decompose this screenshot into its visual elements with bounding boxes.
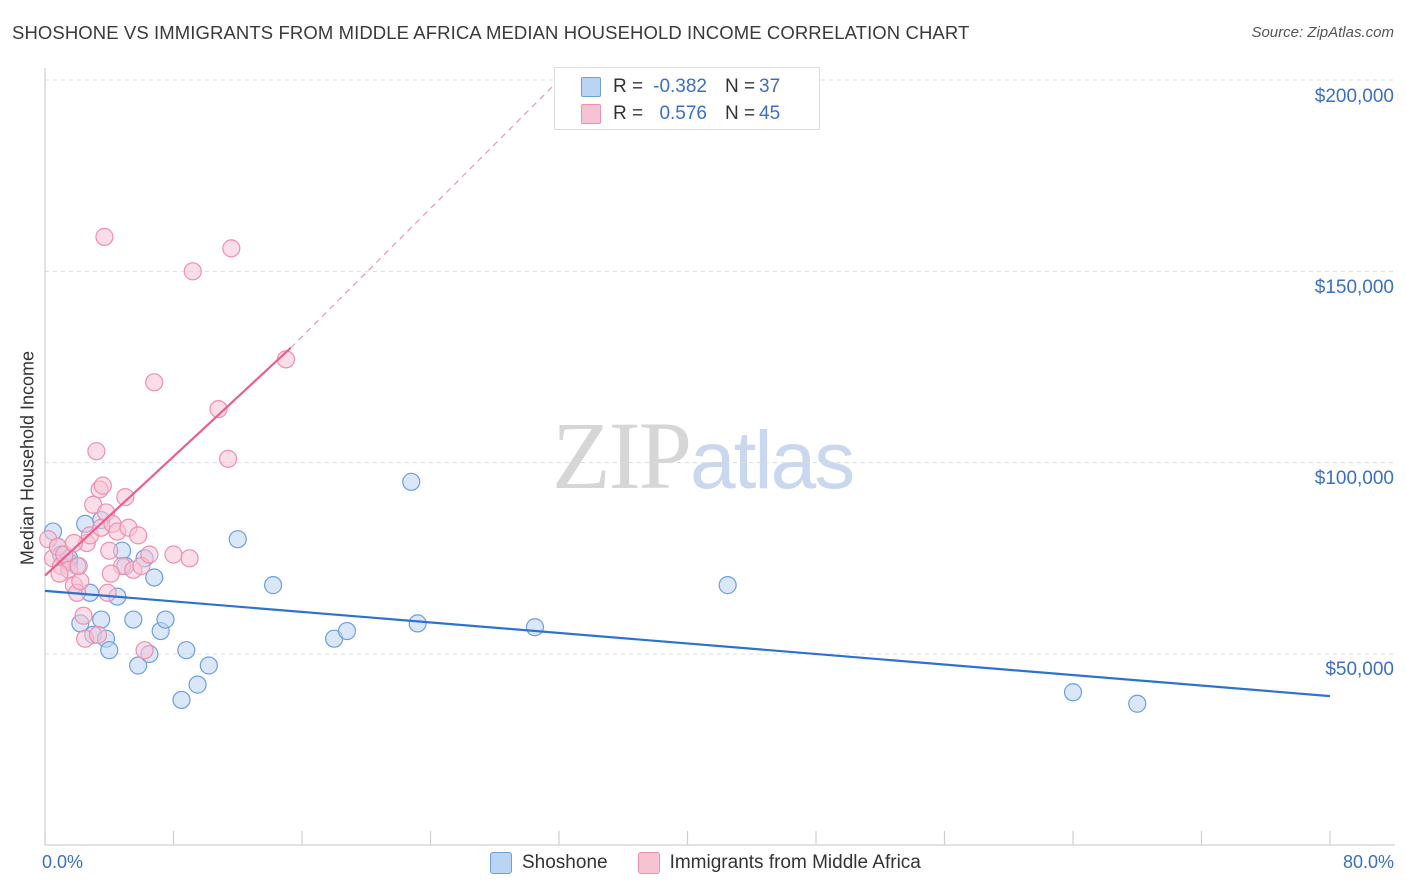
shoshone-point <box>100 641 119 660</box>
legend-n-label: N = <box>725 76 756 97</box>
middle-africa-point <box>69 556 88 576</box>
x-tick-min: 0.0% <box>42 852 84 872</box>
watermark-atlas: atlas <box>690 415 855 506</box>
shoshone-point <box>337 621 357 641</box>
middle-africa-point <box>100 541 119 560</box>
middle-africa-point <box>129 526 148 545</box>
legend-swatch-shoshone <box>581 77 601 97</box>
middle-africa-point <box>135 641 154 660</box>
chart-title: SHOSHONE VS IMMIGRANTS FROM MIDDLE AFRIC… <box>12 22 970 43</box>
middle-africa-point <box>219 449 238 468</box>
shoshone-trend-line <box>44 589 1331 698</box>
shoshone-point <box>156 610 175 629</box>
shoshone-point <box>92 610 111 629</box>
shoshone-point <box>1128 694 1147 713</box>
middle-africa-point <box>98 583 117 602</box>
legend-row-shoshone: R = -0.382 N = 37 <box>581 75 780 99</box>
legend-r-value: 0.576 <box>659 103 707 124</box>
shoshone-point <box>172 690 191 710</box>
middle-africa-point <box>164 545 183 564</box>
source-label: Source: ZipAtlas.com <box>1251 24 1394 41</box>
legend-n-value: 45 <box>759 103 781 124</box>
middle-africa-point <box>180 549 199 568</box>
legend-swatch-shoshone <box>490 852 512 874</box>
y-tick-150000: $150,000 <box>1314 277 1394 298</box>
middle-africa-point <box>101 564 120 583</box>
middle-africa-point <box>88 625 108 644</box>
middle-africa-point <box>71 572 90 591</box>
middle-africa-point <box>95 227 114 246</box>
legend-label-shoshone: Shoshone <box>522 852 608 873</box>
shoshone-point <box>408 614 427 633</box>
shoshone-point <box>263 576 283 595</box>
legend-n-value: 37 <box>759 76 781 97</box>
legend-r-value: -0.382 <box>653 76 707 97</box>
middle-africa-point <box>222 239 241 258</box>
y-tick-200000: $200,000 <box>1314 86 1394 107</box>
shoshone-point <box>402 472 421 491</box>
middle-africa-point <box>183 262 202 281</box>
x-tick-max: 80.0% <box>1342 852 1394 872</box>
shoshone-point <box>1063 683 1083 702</box>
middle-africa-point <box>74 606 93 625</box>
y-tick-100000: $100,000 <box>1314 468 1394 489</box>
shoshone-point <box>145 568 164 587</box>
middle-africa-point <box>93 476 112 495</box>
shoshone-point <box>177 641 196 660</box>
middle-africa-point <box>50 564 69 583</box>
shoshone-point <box>124 610 143 629</box>
correlation-legend: R = -0.382 N = 37 R = 0.576 N = 45 <box>554 67 820 130</box>
shoshone-point <box>525 618 545 637</box>
legend-r-label: R = <box>613 103 644 124</box>
middle-africa-point <box>116 488 135 507</box>
legend-swatch-middle-africa <box>581 104 601 124</box>
legend-row-middle-africa: R = 0.576 N = 45 <box>581 102 780 126</box>
middle-africa-point <box>87 442 106 461</box>
shoshone-point <box>718 576 737 595</box>
middle-africa-point <box>140 545 159 564</box>
shoshone-point <box>129 656 148 675</box>
legend-r-label: R = <box>613 76 644 97</box>
shoshone-point <box>228 530 247 549</box>
middle-africa-trend-extension <box>290 79 560 349</box>
middle-africa-point <box>64 533 84 553</box>
series-legend: Shoshone Immigrants from Middle Africa <box>490 852 951 874</box>
middle-africa-trend-line <box>44 347 292 577</box>
middle-africa-point <box>145 373 164 392</box>
watermark: ZIPatlas <box>552 400 855 511</box>
shoshone-point <box>199 656 218 675</box>
legend-item-shoshone: Shoshone <box>490 852 608 874</box>
watermark-zip: ZIP <box>552 402 692 509</box>
legend-swatch-middle-africa <box>637 852 660 874</box>
legend-label-middle-africa: Immigrants from Middle Africa <box>669 852 921 873</box>
legend-n-label: N = <box>725 103 756 124</box>
y-tick-50000: $50,000 <box>1325 659 1394 680</box>
shoshone-point <box>188 675 207 694</box>
middle-africa-point <box>209 399 228 419</box>
legend-item-middle-africa: Immigrants from Middle Africa <box>637 852 921 874</box>
